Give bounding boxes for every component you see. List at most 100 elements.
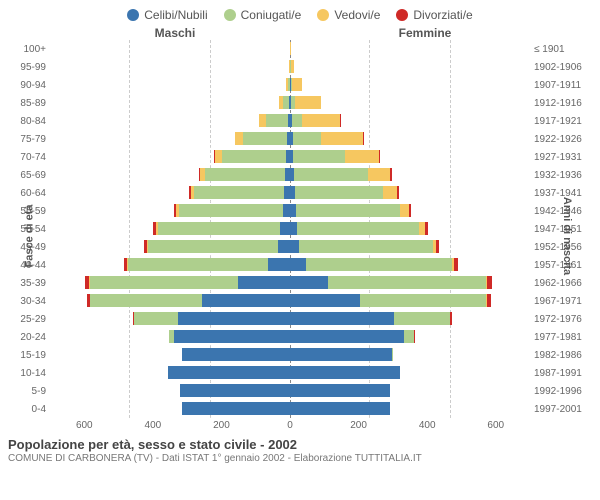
pyramid-row [50,310,530,328]
bar-segment [297,222,419,235]
female-bar [290,400,530,417]
legend-item: Divorziati/e [396,8,472,22]
bar-segment [290,240,299,253]
bar-segment [404,330,414,343]
bar-segment [182,348,290,361]
bar-segment [368,168,390,181]
female-bar [290,382,530,399]
bar-segment [363,132,364,145]
bar-segment [306,258,452,271]
bar-segment [259,114,266,127]
bar-segment [148,240,278,253]
male-bar [50,346,290,363]
female-bar [290,220,530,237]
female-bar [290,94,530,111]
bar-segment [328,276,486,289]
male-bar [50,148,290,165]
female-bar [290,184,530,201]
bar-segment [290,384,390,397]
pyramid-row [50,292,530,310]
pyramid-row [50,364,530,382]
birthyear-tick: 1927-1931 [534,148,592,166]
bar-segment [290,294,360,307]
bar-segment [425,222,428,235]
bar-segment [397,186,399,199]
chart-title: Popolazione per età, sesso e stato civil… [0,431,600,452]
bar-segment [400,204,409,217]
legend-label: Celibi/Nubili [144,8,207,22]
bar-segment [90,294,202,307]
bar-segment [283,204,290,217]
bar-segment [296,204,400,217]
legend-item: Coniugati/e [224,8,302,22]
bar-segment [179,204,283,217]
age-tick: 95-99 [8,58,46,76]
bar-segment [299,240,433,253]
legend-swatch [127,9,139,21]
age-tick: 65-69 [8,166,46,184]
male-bar [50,76,290,93]
pyramid-row [50,238,530,256]
pyramid-row [50,400,530,418]
female-bar [290,112,530,129]
female-bar [290,238,530,255]
x-tick: 600 [461,420,530,431]
bar-segment [290,222,297,235]
legend-swatch [224,9,236,21]
bar-segment [290,42,291,55]
x-tick: 0 [256,420,325,431]
legend-item: Celibi/Nubili [127,8,207,22]
bar-segment [291,60,294,73]
birthyear-tick: ≤ 1901 [534,40,592,58]
male-bar [50,274,290,291]
bar-segment [238,276,290,289]
birthyear-tick: 1992-1996 [534,382,592,400]
pyramid-row [50,346,530,364]
pyramid-row [50,202,530,220]
bar-segment [436,240,439,253]
bar-segment [280,222,290,235]
age-tick: 35-39 [8,274,46,292]
x-tick: 400 [119,420,188,431]
x-axis: 6004002000200400600 [0,418,600,431]
female-bar [290,76,530,93]
male-bar [50,364,290,381]
x-tick: 200 [187,420,256,431]
bar-segment [174,330,290,343]
female-bar [290,364,530,381]
x-tick: 600 [50,420,119,431]
birthyear-tick: 1962-1966 [534,274,592,292]
age-tick: 80-84 [8,112,46,130]
female-bar [290,148,530,165]
bar-segment [383,186,397,199]
bar-segment [243,132,287,145]
legend-label: Divorziati/e [413,8,472,22]
bar-segment [128,258,268,271]
legend-swatch [317,9,329,21]
bar-segment [302,114,340,127]
bar-segment [379,150,380,163]
pyramid-row [50,274,530,292]
chart-subtitle: COMUNE DI CARBONERA (TV) - Dati ISTAT 1°… [0,452,600,464]
male-bar [50,40,290,57]
bar-segment [292,78,302,91]
age-tick: 75-79 [8,130,46,148]
bar-segment [194,186,284,199]
age-tick: 20-24 [8,328,46,346]
pyramid-row [50,220,530,238]
bar-segment [290,402,390,415]
age-tick: 90-94 [8,76,46,94]
male-bar [50,400,290,417]
bar-segment [290,276,328,289]
bar-segment [292,114,302,127]
age-tick: 15-19 [8,346,46,364]
bar-segment [390,168,392,181]
legend-label: Coniugati/e [241,8,302,22]
gender-headers: Maschi Femmine [0,26,600,40]
age-tick: 10-14 [8,364,46,382]
bar-segment [182,402,290,415]
male-bar [50,130,290,147]
birthyear-tick: 1987-1991 [534,364,592,382]
male-bar [50,238,290,255]
bar-segment [295,96,321,109]
